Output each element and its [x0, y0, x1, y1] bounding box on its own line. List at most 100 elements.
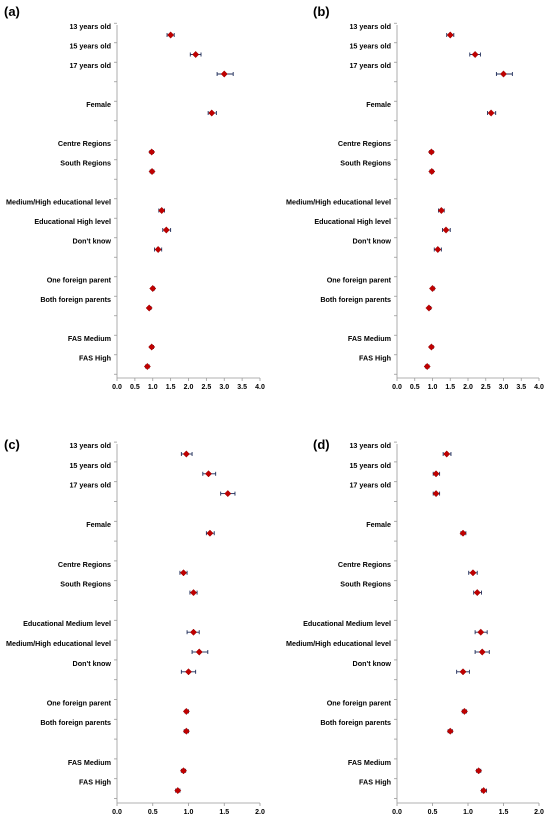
point-marker: [480, 787, 488, 795]
point-marker: [437, 207, 445, 214]
category-label: Medium/High educational level: [286, 198, 391, 207]
point-marker: [190, 628, 197, 636]
category-label: One foreign parent: [327, 698, 392, 707]
x-tick-label: 2.0: [184, 384, 194, 391]
point-marker: [434, 246, 442, 253]
category-label: Medium/High educational level: [6, 639, 111, 648]
category-label: Medium/High educational level: [6, 198, 111, 207]
category-label: 15 years old: [69, 42, 111, 51]
x-tick-label: 2.0: [463, 384, 473, 391]
category-label: 17 years old: [69, 61, 111, 70]
category-label: 13 years old: [69, 441, 111, 450]
category-label: One foreign parent: [327, 276, 392, 285]
point-marker: [442, 226, 450, 234]
x-tick-label: 1.5: [499, 809, 509, 816]
category-label: Don't know: [353, 659, 392, 668]
point-marker: [162, 226, 170, 234]
category-label: Educational High level: [314, 217, 391, 226]
category-label: FAS High: [359, 354, 391, 363]
point-marker: [195, 648, 203, 656]
category-label: Educational Medium level: [303, 619, 391, 628]
panel-2: (b) 0.0 0.5 1.0 1.5 2.0 2.5 3.0 3.5 4.0 13 years o…: [286, 4, 544, 391]
point-marker: [487, 109, 495, 117]
point-marker: [148, 168, 156, 175]
x-tick-label: 3.5: [516, 384, 526, 391]
category-label: South Regions: [60, 580, 111, 589]
point-marker: [145, 304, 153, 312]
point-marker: [180, 767, 187, 775]
x-tick-label: 0.0: [392, 809, 402, 816]
category-label: South Regions: [60, 159, 111, 168]
point-marker: [471, 51, 479, 58]
category-label: Centre Regions: [58, 139, 111, 148]
x-tick-label: 0.0: [112, 384, 122, 391]
point-marker: [174, 787, 182, 795]
category-label: FAS High: [79, 354, 111, 363]
category-label: 17 years old: [349, 61, 391, 70]
category-label: South Regions: [340, 159, 391, 168]
point-marker: [459, 529, 467, 537]
category-label: Female: [366, 520, 391, 529]
x-tick-label: 1.0: [463, 809, 473, 816]
x-tick-label: 4.0: [255, 384, 265, 391]
x-tick-label: 1.0: [148, 384, 158, 391]
category-label: One foreign parent: [47, 276, 112, 285]
point-marker: [423, 363, 431, 370]
point-marker: [148, 148, 156, 156]
category-label: Centre Regions: [338, 560, 391, 569]
category-label: 17 years old: [349, 481, 391, 490]
point-marker: [478, 648, 486, 656]
point-marker: [158, 207, 166, 214]
point-marker: [432, 470, 440, 478]
x-tick-label: 3.0: [499, 384, 509, 391]
point-marker: [182, 707, 190, 715]
x-tick-label: 2.5: [481, 384, 491, 391]
category-label: Both foreign parents: [320, 295, 391, 304]
point-marker: [425, 304, 433, 312]
x-tick-label: 2.0: [255, 809, 265, 816]
category-label: 15 years old: [349, 461, 391, 470]
panel-1: (a) 0.0 0.5 1.0 1.5 2.0 2.5 3.0 3.5 4.0 13 years o…: [4, 4, 265, 391]
panel-label: (b): [313, 4, 330, 19]
category-label: FAS Medium: [348, 758, 391, 767]
point-marker: [446, 727, 454, 735]
category-label: Female: [366, 100, 391, 109]
category-label: Don't know: [73, 659, 112, 668]
x-tick-label: 0.5: [130, 384, 140, 391]
point-marker: [427, 343, 435, 351]
point-marker: [182, 450, 190, 458]
x-tick-label: 0.0: [112, 809, 122, 816]
x-tick-label: 3.5: [237, 384, 247, 391]
x-tick-label: 0.5: [148, 809, 158, 816]
category-label: 13 years old: [349, 441, 391, 450]
x-tick-label: 0.5: [428, 809, 438, 816]
x-tick-label: 0.5: [410, 384, 420, 391]
panel-label: (c): [4, 437, 20, 452]
category-label: Don't know: [73, 237, 112, 246]
point-marker: [469, 569, 477, 577]
category-label: 13 years old: [69, 22, 111, 31]
category-label: 17 years old: [69, 481, 111, 490]
point-marker: [208, 109, 216, 117]
point-marker: [500, 70, 507, 78]
category-label: FAS Medium: [68, 758, 111, 767]
panel-label: (a): [4, 4, 20, 19]
point-marker: [143, 363, 151, 370]
category-label: Female: [86, 520, 111, 529]
x-tick-label: 1.5: [445, 384, 455, 391]
point-marker: [205, 470, 213, 478]
point-marker: [220, 70, 228, 78]
x-tick-label: 1.0: [428, 384, 438, 391]
point-marker: [185, 668, 192, 676]
point-marker: [224, 490, 232, 498]
category-label: 13 years old: [349, 22, 391, 31]
category-label: Both foreign parents: [320, 718, 391, 727]
category-label: Centre Regions: [58, 560, 111, 569]
point-marker: [475, 767, 483, 775]
panel-3: (c) 0.0 0.5 1.0 1.5 2.0 13 years old 15 years o…: [4, 437, 265, 816]
point-marker: [432, 490, 440, 498]
point-marker: [154, 246, 162, 253]
point-marker: [477, 628, 485, 636]
point-marker: [428, 168, 436, 175]
